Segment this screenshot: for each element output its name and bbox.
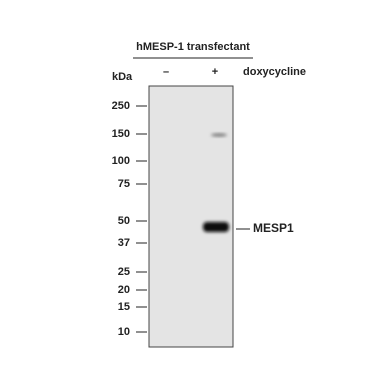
lane-label: + bbox=[212, 66, 218, 78]
marker-label: 250 bbox=[112, 100, 130, 112]
axis-label: kDa bbox=[112, 71, 133, 83]
figure-title: hMESP-1 transfectant bbox=[136, 41, 250, 53]
marker-label: 10 bbox=[118, 326, 130, 338]
marker-label: 100 bbox=[112, 155, 130, 167]
protein-band bbox=[203, 222, 229, 232]
blot-membrane bbox=[148, 85, 234, 348]
marker-label: 75 bbox=[118, 178, 130, 190]
marker-label: 50 bbox=[118, 215, 130, 227]
marker-label: 37 bbox=[118, 237, 130, 249]
marker-label: 25 bbox=[118, 266, 130, 278]
marker-label: 15 bbox=[118, 301, 130, 313]
marker-label: 20 bbox=[118, 284, 130, 296]
lane-label: – bbox=[163, 66, 169, 78]
treatment-label: doxycycline bbox=[243, 66, 306, 78]
marker-ladder: 250 150 100 75 50 37 25 20 15 10 bbox=[112, 100, 147, 338]
marker-label: 150 bbox=[112, 128, 130, 140]
band-label: MESP1 bbox=[253, 221, 294, 235]
faint-band bbox=[211, 133, 227, 137]
